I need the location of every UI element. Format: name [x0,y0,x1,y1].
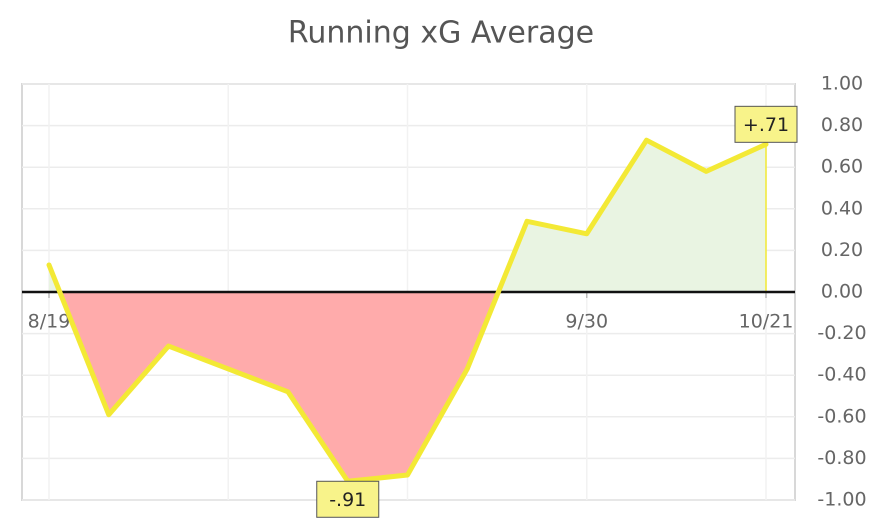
y-tick-label: 0.40 [821,197,863,219]
series-line [46,137,769,484]
chart-title: Running xG Average [288,16,594,51]
x-tick-label: 10/21 [739,311,794,333]
y-tick-label: -0.40 [817,364,866,386]
y-tick-label: 0.60 [821,156,863,178]
y-tick-label: 0.20 [821,239,863,261]
y-tick-label: -0.20 [817,322,866,344]
value-label: +.71 [743,114,789,136]
y-tick-label: 1.00 [821,73,863,95]
x-tick-label: 8/19 [28,311,71,333]
positive-area [49,140,766,292]
negative-area [49,292,766,482]
value-label-box [316,480,380,518]
y-tick-label: -0.80 [817,447,866,469]
value-label: -.91 [329,489,366,511]
x-tick-label: 9/30 [565,311,608,333]
y-tick-label: -0.60 [817,405,866,427]
value-label-box [734,105,798,143]
y-tick-label: 0.00 [821,281,863,303]
y-tick-label: -1.00 [817,489,866,511]
y-tick-label: 0.80 [821,114,863,136]
